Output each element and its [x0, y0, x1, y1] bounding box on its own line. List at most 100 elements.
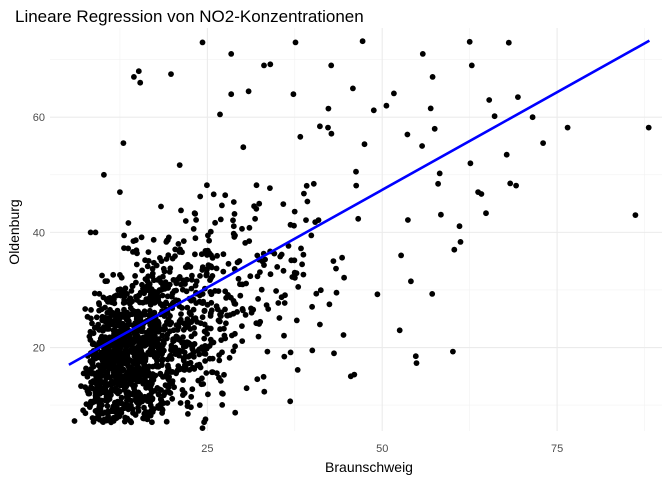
data-point [96, 411, 102, 418]
data-point [168, 369, 175, 375]
data-point [208, 299, 215, 306]
data-point [341, 274, 347, 281]
data-point [159, 332, 166, 339]
data-point [228, 294, 234, 301]
data-point [182, 218, 189, 224]
data-point [254, 273, 261, 280]
data-point [163, 300, 170, 307]
y-tick-label: 20 [33, 343, 45, 355]
data-point [95, 384, 102, 390]
data-point [201, 335, 208, 342]
data-point [131, 74, 137, 80]
data-point [503, 151, 510, 158]
data-point [353, 168, 359, 175]
data-point [163, 383, 170, 389]
data-point [190, 226, 197, 232]
data-point [138, 234, 145, 241]
data-point [219, 349, 225, 356]
data-point [262, 256, 268, 263]
data-point [151, 319, 158, 325]
data-point [136, 342, 142, 349]
data-point [247, 273, 254, 280]
data-point [202, 343, 209, 349]
data-point [169, 293, 175, 300]
data-point [412, 353, 419, 360]
data-point [325, 105, 332, 112]
data-point [232, 330, 238, 337]
data-point [141, 308, 148, 315]
data-point [132, 273, 139, 279]
data-point [164, 370, 170, 377]
data-point [169, 378, 176, 384]
data-point [152, 289, 159, 295]
data-point [122, 285, 129, 292]
data-point [213, 303, 220, 310]
data-point [96, 307, 102, 314]
data-point [180, 355, 187, 361]
data-point [136, 310, 142, 317]
data-point [188, 333, 195, 340]
data-point [219, 390, 225, 397]
data-point [158, 279, 164, 286]
data-point [172, 351, 179, 357]
y-tick-label: 40 [33, 227, 45, 239]
data-point [419, 51, 426, 57]
data-point [87, 229, 94, 236]
data-point [145, 393, 152, 400]
data-point [107, 390, 114, 397]
data-point [222, 192, 229, 199]
data-point [256, 321, 262, 327]
data-point [255, 296, 261, 302]
data-point [260, 373, 267, 380]
data-point [120, 366, 126, 373]
data-point [317, 321, 323, 328]
data-point [144, 263, 151, 270]
data-point [140, 299, 146, 306]
data-point [187, 359, 194, 366]
data-point [149, 265, 156, 272]
data-point [141, 290, 148, 297]
data-points [71, 38, 652, 431]
data-point [239, 338, 246, 344]
data-point [239, 323, 245, 329]
data-point [230, 348, 237, 354]
data-point [114, 292, 121, 299]
data-point [214, 370, 220, 377]
data-point [147, 340, 154, 346]
data-point [201, 350, 207, 357]
data-point [254, 376, 261, 383]
data-point [96, 300, 102, 306]
data-point [299, 261, 305, 268]
data-point [102, 304, 108, 311]
data-point [164, 356, 171, 363]
data-point [267, 61, 274, 68]
data-point [457, 239, 464, 245]
data-point [151, 259, 157, 266]
data-point [120, 140, 127, 147]
data-point [145, 287, 152, 294]
data-point [301, 190, 307, 197]
data-point [232, 232, 238, 239]
data-point [163, 239, 170, 245]
data-point [176, 247, 182, 254]
data-point [193, 278, 200, 285]
data-point [222, 335, 229, 342]
data-point [101, 358, 108, 365]
data-point [505, 39, 512, 46]
data-point [121, 245, 127, 252]
data-point [165, 364, 171, 370]
data-point [209, 273, 216, 279]
data-point [438, 211, 444, 218]
data-point [313, 290, 320, 297]
data-point [478, 191, 485, 197]
data-point [231, 300, 238, 307]
data-point [137, 348, 144, 355]
data-point [237, 292, 244, 299]
data-point [160, 374, 166, 380]
data-point [161, 347, 167, 354]
data-point [220, 251, 227, 258]
data-point [267, 271, 274, 278]
data-point [222, 306, 228, 313]
data-point [134, 363, 141, 370]
data-point [87, 337, 94, 343]
